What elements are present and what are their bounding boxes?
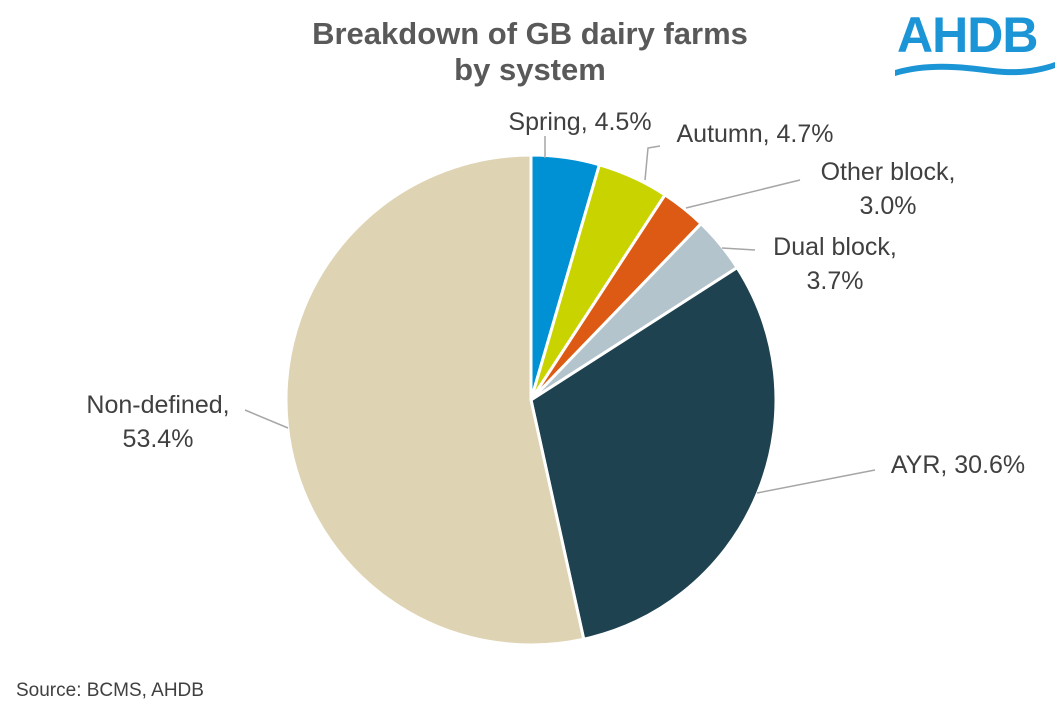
slice-label-spring: Spring, 4.5% (508, 108, 651, 136)
leader-line-dual-block (721, 247, 756, 251)
leader-line-autumn (644, 145, 661, 181)
slice-label-autumn: Autumn, 4.7% (676, 120, 833, 148)
slice-label-dual-block: Dual block, 3.7% (773, 233, 897, 295)
chart-title: Breakdown of GB dairy farms by system (230, 16, 830, 88)
leader-line-other-block (685, 179, 801, 209)
chart-title-line-2: by system (454, 52, 606, 87)
leader-line-ayr (756, 469, 876, 494)
leader-line-non-defined (244, 409, 289, 429)
ahdb-logo: AHDB (893, 7, 1058, 80)
source-note: Source: BCMS, AHDB (16, 680, 204, 701)
logo-text: AHDB (897, 7, 1038, 63)
slice-label-non-defined: Non-defined, 53.4% (86, 391, 229, 453)
chart-title-line-1: Breakdown of GB dairy farms (312, 16, 748, 51)
pie-slice-non-defined (284, 153, 586, 647)
slice-label-other-block: Other block, 3.0% (821, 158, 956, 220)
slice-label-ayr: AYR, 30.6% (891, 451, 1025, 479)
logo-wave-icon (895, 62, 1055, 76)
